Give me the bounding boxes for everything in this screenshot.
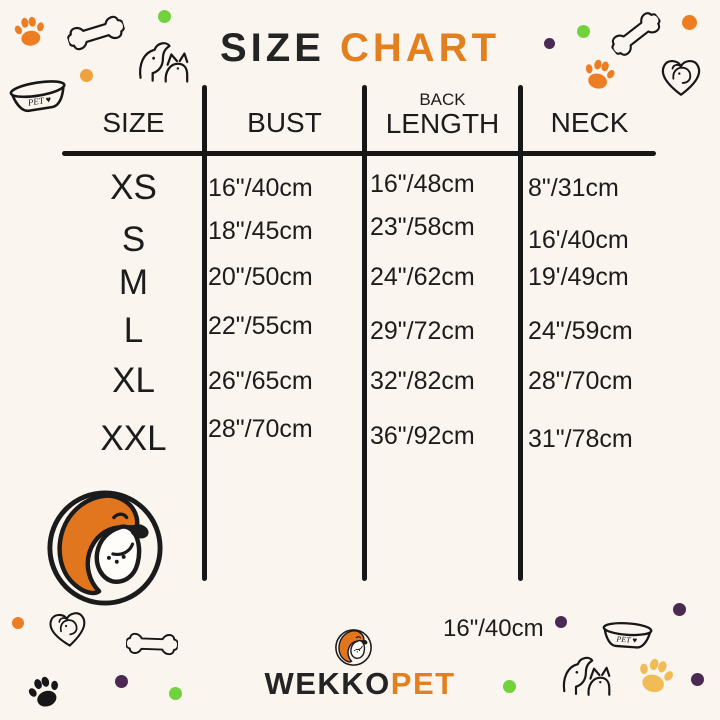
- column-header-neck: NECK: [550, 107, 629, 138]
- dog-cat-icon: [134, 36, 190, 86]
- bust-value: 22"/55cm: [208, 311, 313, 340]
- brand-wekko: WEKKO: [264, 666, 391, 701]
- back-length-value: 16"/48cm: [370, 169, 475, 198]
- back-length-value: 23"/58cm: [370, 212, 475, 241]
- heart-dog-icon: [43, 606, 93, 653]
- size-label: XL: [112, 361, 155, 400]
- table-header-rule: [62, 151, 656, 156]
- table-header-row: SIZE BUST BACK LENGTH NECK: [0, 91, 720, 150]
- purple-dot: [691, 673, 704, 686]
- pet-bowl-icon: [599, 620, 655, 654]
- purple-dot: [544, 38, 555, 49]
- bust-value: 28"/70cm: [208, 414, 313, 443]
- brand-wordmark: WEKKOPET: [0, 666, 720, 702]
- size-label: L: [123, 311, 144, 350]
- title-chart: CHART: [340, 26, 500, 70]
- size-label: S: [121, 220, 146, 259]
- bust-value: 18"/45cm: [208, 216, 313, 245]
- dog-logo: [44, 487, 166, 609]
- table-row: XL 26"/65cm 32"/82cm 28"/70cm: [0, 355, 720, 407]
- bust-value: 20"/50cm: [208, 262, 313, 291]
- neck-note: 16"/40cm: [443, 615, 544, 642]
- title-size: SIZE: [219, 26, 325, 70]
- bust-value: 16"/40cm: [208, 173, 313, 202]
- neck-value: 24"/59cm: [528, 316, 633, 345]
- column-header-back-bottom: LENGTH: [385, 108, 500, 139]
- table-row: L 22"/55cm 29"/72cm 24"/59cm: [0, 305, 720, 357]
- heart-dog-icon: [656, 55, 706, 99]
- dog-cat-icon: [558, 650, 612, 700]
- column-header-size: SIZE: [102, 107, 165, 138]
- table-divider-vertical: [202, 85, 207, 581]
- paw-icon: [579, 55, 620, 95]
- neck-value: 8"/31cm: [528, 173, 619, 202]
- back-length-value: 32"/82cm: [370, 366, 475, 395]
- size-label: M: [118, 263, 149, 302]
- bust-value: 26"/65cm: [208, 366, 313, 395]
- purple-dot: [673, 603, 686, 616]
- size-label: XXL: [100, 419, 167, 458]
- back-length-value: 36"/92cm: [370, 421, 475, 450]
- green-dot: [577, 25, 590, 38]
- orange-dot: [80, 69, 93, 82]
- bone-icon: [125, 626, 178, 662]
- neck-value: 28"/70cm: [528, 366, 633, 395]
- table-row: XS 16"/40cm 16"/48cm 8"/31cm: [0, 162, 720, 214]
- page-title: SIZE CHART: [0, 26, 720, 71]
- table-row: S 18"/45cm 23"/58cm 16'/40cm: [0, 213, 720, 266]
- neck-value: 19'/49cm: [528, 262, 629, 291]
- dog-logo-small: [334, 628, 373, 667]
- size-label: XS: [110, 168, 157, 207]
- table-divider-vertical: [362, 85, 367, 581]
- neck-value: 16'/40cm: [528, 225, 629, 254]
- green-dot: [169, 687, 182, 700]
- purple-dot: [115, 675, 128, 688]
- brand-pet: PET: [390, 666, 456, 701]
- back-length-value: 24"/62cm: [370, 262, 475, 291]
- column-header-back-top: BACK: [419, 90, 466, 109]
- paw-icon: [11, 14, 49, 51]
- table-row: M 20"/50cm 24"/62cm 19'/49cm: [0, 257, 720, 309]
- orange-dot: [12, 617, 24, 629]
- back-length-value: 29"/72cm: [370, 316, 475, 345]
- column-header-bust: BUST: [247, 107, 322, 138]
- table-row: XXL 28"/70cm 36"/92cm 31"/78cm: [0, 413, 720, 465]
- neck-value: 31"/78cm: [528, 424, 633, 453]
- column-header-back-length: BACK LENGTH: [367, 91, 518, 138]
- green-dot: [503, 680, 516, 693]
- purple-dot: [555, 616, 567, 628]
- table-divider-vertical: [518, 85, 523, 581]
- green-dot: [158, 10, 171, 23]
- orange-dot: [682, 15, 697, 30]
